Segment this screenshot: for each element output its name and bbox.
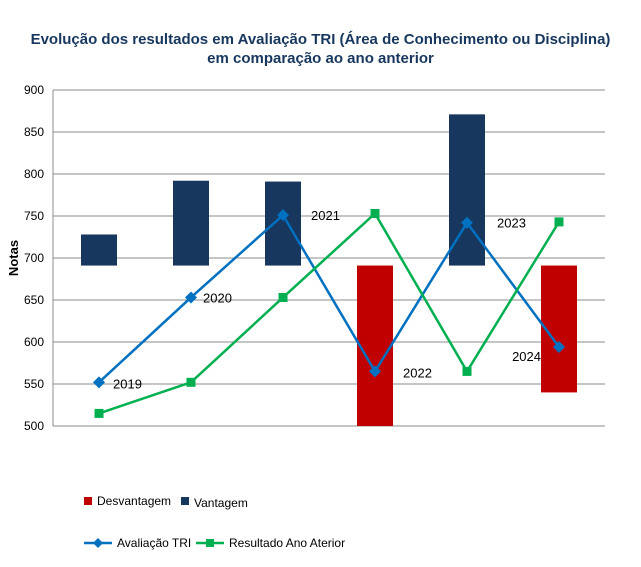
lines — [93, 208, 565, 418]
bar-desvantagem-2022 — [357, 265, 393, 426]
y-tick-label-550: 550 — [24, 377, 44, 391]
marker-series-1-2019 — [94, 408, 104, 418]
legend-label-tri: Avaliação TRI — [117, 536, 191, 550]
point-label-2020: 2020 — [203, 290, 232, 305]
y-tick-label-500: 500 — [24, 419, 44, 433]
bar-vantagem-2021 — [265, 181, 301, 266]
y-tick-label-650: 650 — [24, 293, 44, 307]
bar-vantagem-2020 — [173, 180, 209, 266]
y-tick-label-600: 600 — [24, 335, 44, 349]
y-tick-label-800: 800 — [24, 167, 44, 181]
marker-series-1-2022 — [370, 208, 380, 218]
marker-series-1-2020 — [186, 377, 196, 387]
legend-marker-anterior — [206, 539, 214, 547]
legend-swatch-vantagem — [181, 497, 189, 505]
point-label-2019: 2019 — [113, 376, 142, 391]
legend-label-desvantagem: Desvantagem — [97, 494, 171, 508]
point-labels: 2019 2020 2021 2022 2023 2024 — [113, 208, 541, 391]
marker-series-1-2023 — [462, 366, 472, 376]
marker-series-0-2020 — [185, 291, 197, 304]
marker-series-1-2024 — [554, 217, 564, 227]
legend-marker-tri — [93, 538, 103, 548]
point-label-2022: 2022 — [403, 365, 432, 380]
legend-label-anterior: Resultado Ano Aterior — [229, 536, 345, 550]
line-series-0 — [98, 213, 561, 384]
point-label-2021: 2021 — [311, 208, 340, 223]
bars — [81, 114, 577, 426]
legend-swatch-desvantagem — [84, 497, 92, 505]
bar-vantagem-2019 — [81, 234, 117, 266]
chart-title: Evolução dos resultados em Avaliação TRI… — [0, 30, 641, 68]
y-axis: 500 550 600 650 700 750 800 850 900 — [24, 83, 44, 433]
y-tick-label-850: 850 — [24, 125, 44, 139]
marker-series-0-2022 — [369, 365, 381, 378]
y-tick-label-900: 900 — [24, 83, 44, 97]
line-series-1 — [98, 211, 561, 415]
marker-series-0-2021 — [277, 209, 289, 222]
point-label-2023: 2023 — [497, 216, 526, 231]
chart-title-line-2: em comparação ao ano anterior — [207, 50, 434, 67]
legend: Desvantagem Vantagem Avaliação TRI Resultad… — [84, 494, 345, 550]
chart-title-line-1: Evolução dos resultados em Avaliação TRI… — [30, 31, 611, 48]
y-tick-label-700: 700 — [24, 251, 44, 265]
point-label-2024: 2024 — [512, 349, 541, 364]
legend-label-vantagem: Vantagem — [194, 496, 248, 510]
marker-series-0-2023 — [461, 216, 473, 229]
marker-series-0-2024 — [553, 341, 565, 354]
marker-series-0-2019 — [93, 376, 105, 389]
gridlines — [52, 89, 605, 427]
y-tick-label-750: 750 — [24, 209, 44, 223]
marker-series-1-2021 — [278, 292, 288, 302]
y-axis-label: Notas — [6, 240, 21, 276]
